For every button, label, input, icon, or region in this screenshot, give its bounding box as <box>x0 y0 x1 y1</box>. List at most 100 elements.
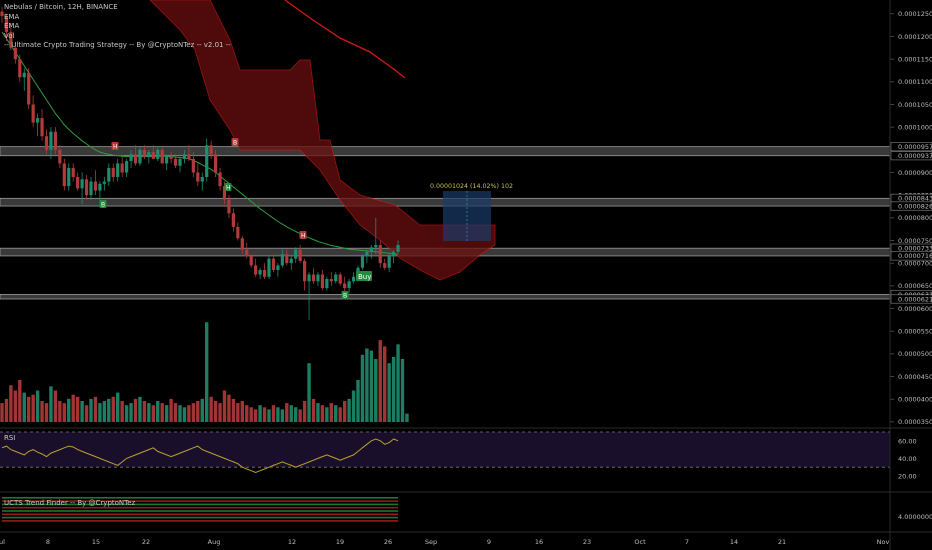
candle-body <box>151 152 155 159</box>
candle-body <box>102 181 106 184</box>
candle-body <box>396 245 400 252</box>
candle-body <box>53 131 57 150</box>
volume-bar <box>374 359 378 422</box>
price-level-badge <box>890 142 932 152</box>
candle-body <box>133 154 138 164</box>
volume-bar <box>320 405 325 422</box>
candle-body <box>365 251 369 257</box>
volume-bar <box>18 380 22 422</box>
candle-body <box>240 238 244 250</box>
measure-tool: 0.00001024 (14.02%) 102 <box>430 183 513 241</box>
rsi-line <box>1 438 399 474</box>
candle-body <box>58 149 62 164</box>
candle-body <box>383 263 387 268</box>
ucts-trend-panel: 4.00000000 <box>2 497 932 522</box>
ema-lines <box>1 0 406 255</box>
candle-body <box>93 181 98 191</box>
volume-bar <box>205 322 209 422</box>
volume-bar <box>285 403 289 422</box>
volume-bar <box>267 409 271 422</box>
candle-body <box>254 265 258 275</box>
volume-bar <box>67 398 71 422</box>
signal-marker-label: H <box>301 233 306 240</box>
candle-body <box>111 167 115 178</box>
candle-body <box>187 154 191 159</box>
candle-body <box>378 245 382 264</box>
signal-marker <box>99 200 107 208</box>
volume-bar <box>49 386 53 422</box>
candle-body <box>258 269 262 275</box>
ema-slow-line <box>284 0 406 79</box>
volume-bar <box>178 405 182 422</box>
candle-body <box>116 163 120 178</box>
volume-bar <box>53 390 58 422</box>
candle-body <box>142 149 146 157</box>
candle-body <box>49 131 53 150</box>
volume-bar <box>13 390 18 422</box>
volume-bar <box>196 401 200 422</box>
legend-ema-1: EMA <box>4 12 20 21</box>
volume-bar <box>405 413 409 422</box>
rsi-panel: 60.00 40.00 20.00 <box>0 431 917 481</box>
volume-bar <box>325 407 329 422</box>
volume-bar <box>147 403 151 422</box>
ichimoku-cloud <box>149 0 496 281</box>
ucts-stripe <box>2 500 399 502</box>
date-tick-label: 19 <box>336 538 344 546</box>
ucts-stripe <box>2 506 399 509</box>
volume-bar <box>245 405 249 422</box>
price-level-badge <box>890 251 932 261</box>
candle-body <box>31 104 35 123</box>
ucts-stripe <box>2 497 399 499</box>
candle-body <box>236 226 240 239</box>
candle-body <box>44 136 49 150</box>
price-zone <box>0 146 891 157</box>
candle-body <box>27 72 31 105</box>
candle-body <box>4 16 9 32</box>
candle-body <box>214 154 218 173</box>
candle-body <box>334 274 338 282</box>
candle-body <box>182 154 187 159</box>
date-tick-label: Nov <box>877 538 890 546</box>
volume-bar <box>311 398 316 422</box>
candle-body <box>343 283 347 289</box>
candle-body <box>147 152 151 157</box>
volume-bar <box>351 390 356 422</box>
volume-bar <box>262 407 267 422</box>
volume-bar <box>396 344 400 422</box>
candle-body <box>67 167 71 187</box>
volume-bar <box>4 398 9 422</box>
candle-body <box>271 258 276 270</box>
volume-bar <box>365 348 369 422</box>
signal-marker-label: H <box>226 185 231 192</box>
volume-bar <box>289 405 293 422</box>
candle-body <box>338 274 342 284</box>
date-tick-label: 8 <box>46 538 50 546</box>
volume-bar <box>387 363 391 422</box>
candle-body <box>262 269 267 277</box>
candle-body <box>227 199 231 214</box>
ucts-stripe <box>2 513 399 516</box>
volume-bar <box>294 407 298 422</box>
candle-body <box>98 183 102 191</box>
date-tick-label: 9 <box>487 538 491 546</box>
volume-bar <box>218 403 222 422</box>
candle-body <box>311 274 316 282</box>
volume-bar <box>271 405 276 422</box>
date-axis: Jul 8 15 22 Aug 12 19 26 Sep 9 16 23 Oct 7 14 21 Nov <box>0 538 889 546</box>
volume-bar <box>378 340 382 422</box>
volume-bar <box>22 392 26 422</box>
ema-fast-line <box>1 31 399 255</box>
volume-bar <box>84 405 89 422</box>
volume-bar <box>116 392 120 422</box>
